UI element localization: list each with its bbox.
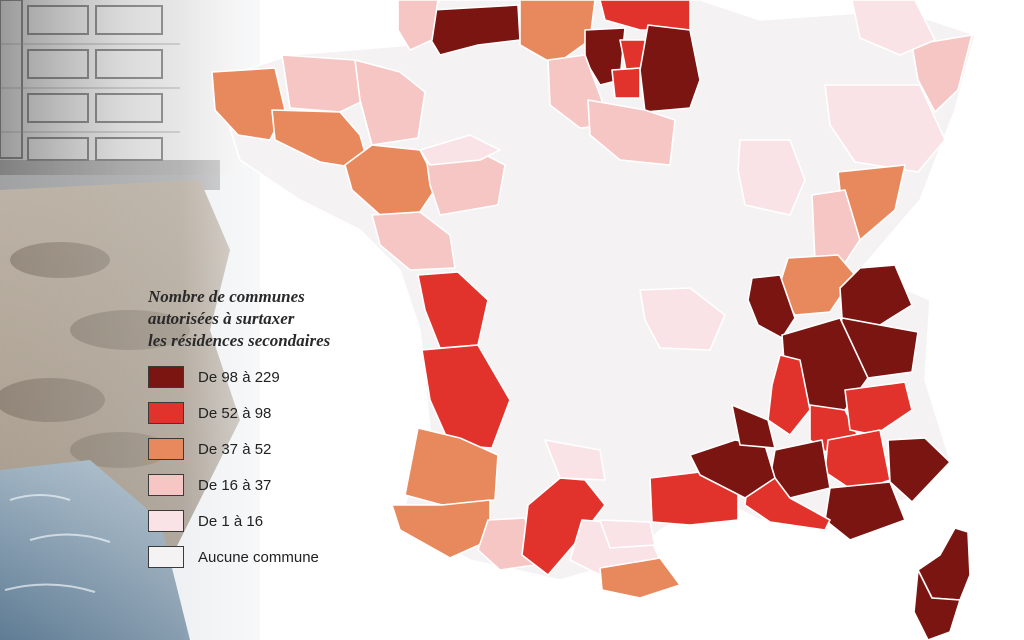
legend-title-line-1: Nombre de communes	[148, 287, 305, 306]
legend-item-16-37: De 16 à 37	[148, 472, 428, 498]
legend-item-aucune: Aucune commune	[148, 544, 428, 570]
legend-item-98-229: De 98 à 229	[148, 364, 428, 390]
dept-hautes-pyrenees	[477, 517, 536, 571]
legend-swatch	[148, 510, 184, 532]
dept-hautes-alpes	[844, 381, 913, 436]
dept-corse-du-sud	[913, 569, 961, 640]
dept-jura	[811, 189, 861, 271]
legend-swatch	[148, 438, 184, 460]
dept-loiret	[587, 99, 676, 166]
dept-alpes-maritimes	[887, 437, 951, 503]
dept-yonne	[737, 139, 806, 216]
legend-label: De 1 à 16	[198, 512, 264, 530]
legend-label: De 37 à 52	[198, 440, 272, 458]
dept-ardeche	[731, 404, 776, 449]
dept-seine-maritime	[397, 0, 439, 51]
dept-vendee	[371, 211, 456, 271]
dept-cotes-armor	[281, 54, 366, 113]
legend-swatch	[148, 402, 184, 424]
dept-seine-marne	[639, 24, 701, 113]
legend-item-1-16: De 1 à 16	[148, 508, 428, 534]
legend-item-52-98: De 52 à 98	[148, 400, 428, 426]
legend-label: Aucune commune	[198, 548, 319, 566]
dept-var	[824, 481, 906, 541]
dept-cher	[419, 134, 501, 166]
legend-title-line-3: les résidences secondaires	[148, 331, 331, 350]
dept-ille-vilaine	[354, 59, 426, 146]
dept-aude	[599, 519, 656, 549]
dept-finistere	[211, 67, 286, 141]
dept-allier	[639, 287, 726, 351]
legend-label: De 16 à 37	[198, 476, 272, 494]
legend-label: De 52 à 98	[198, 404, 272, 422]
legend-label: De 98 à 229	[198, 368, 280, 386]
dept-meurthe-area	[824, 84, 946, 173]
dept-essonne	[611, 67, 641, 99]
legend-swatch	[148, 546, 184, 568]
legend: Nombre de communes autorisées à surtaxer…	[148, 286, 428, 580]
dept-loire-atlantique	[344, 144, 439, 216]
legend-swatch	[148, 366, 184, 388]
legend-title-line-2: autorisées à surtaxer	[148, 309, 295, 328]
dept-gironde	[421, 344, 511, 449]
departments	[211, 0, 976, 640]
legend-title: Nombre de communes autorisées à surtaxer…	[148, 286, 428, 352]
dept-pyrenees-orientales	[599, 557, 681, 599]
dept-bouches-rhone	[744, 477, 831, 531]
legend-swatch	[148, 474, 184, 496]
dept-landes	[404, 427, 499, 506]
legend-item-37-52: De 37 à 52	[148, 436, 428, 462]
dept-gers	[544, 439, 606, 481]
dept-bas-rhin-area	[851, 0, 936, 56]
dept-oise-area	[519, 0, 596, 66]
dept-moselle	[911, 34, 973, 113]
dept-gard	[689, 439, 776, 499]
dept-loire	[767, 354, 811, 436]
